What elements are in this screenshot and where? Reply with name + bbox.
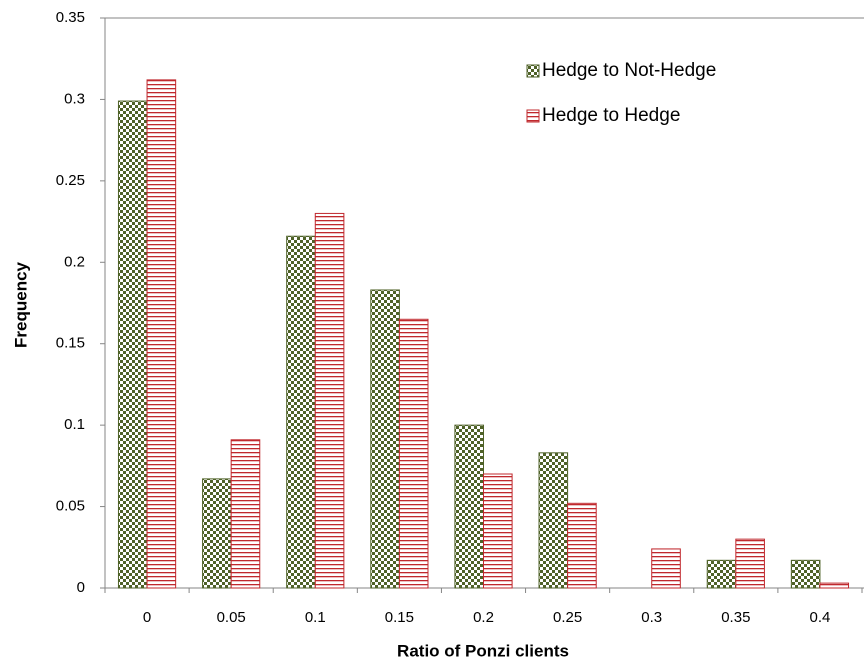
bar <box>398 318 429 589</box>
x-tick-label: 0.1 <box>305 609 326 626</box>
bar <box>735 538 765 589</box>
legend-label: Hedge to Hedge <box>542 105 680 126</box>
bar <box>567 502 597 589</box>
bar <box>146 79 177 589</box>
bar <box>651 548 681 589</box>
y-tick-label: 0.2 <box>64 253 85 270</box>
bar <box>230 439 261 589</box>
x-tick-label: 0.3 <box>641 609 662 626</box>
bar <box>538 452 569 589</box>
y-tick-label: 0.3 <box>64 90 85 107</box>
legend-swatch <box>526 64 540 78</box>
x-tick-label: 0.35 <box>721 609 750 626</box>
x-tick-label: 0 <box>143 609 151 626</box>
bar <box>790 559 821 589</box>
bar <box>819 582 850 589</box>
bar <box>202 478 232 589</box>
x-axis-label: Ratio of Ponzi clients <box>397 641 569 660</box>
legend-swatch <box>526 109 540 123</box>
x-tick-label: 0.25 <box>553 609 582 626</box>
bar <box>117 100 148 589</box>
y-tick-label: 0.05 <box>56 498 85 515</box>
y-axis-label: Frequency <box>11 261 30 348</box>
legend-label: Hedge to Not-Hedge <box>542 60 716 81</box>
y-tick-label: 0.15 <box>56 335 85 352</box>
bar <box>706 559 737 589</box>
x-tick-label: 0.2 <box>473 609 494 626</box>
bar <box>314 212 345 589</box>
bar <box>454 424 484 589</box>
y-tick-label: 0 <box>77 579 85 596</box>
x-tick-label: 0.4 <box>810 609 831 626</box>
bar <box>286 235 316 589</box>
x-tick-label: 0.05 <box>217 609 246 626</box>
bar <box>370 289 400 589</box>
x-tick-label: 0.15 <box>385 609 414 626</box>
y-tick-label: 0.25 <box>56 172 85 189</box>
y-tick-label: 0.35 <box>56 9 85 26</box>
bar <box>483 473 513 589</box>
y-tick-label: 0.1 <box>64 416 85 433</box>
